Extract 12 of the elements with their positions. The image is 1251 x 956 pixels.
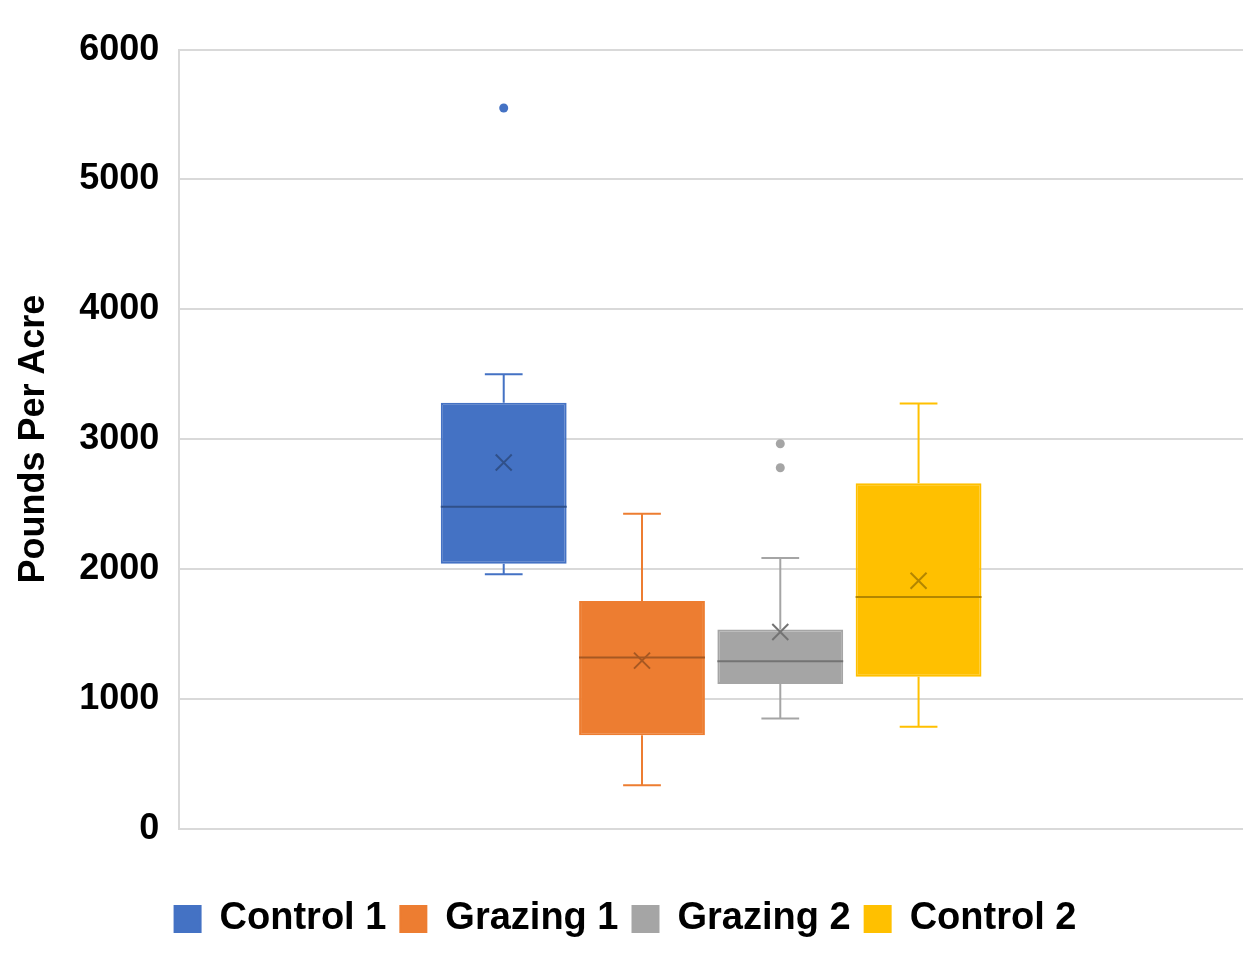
y-tick-label: 0 [139, 805, 160, 847]
y-tick-label: 6000 [79, 26, 160, 68]
y-tick-label: 4000 [79, 286, 160, 328]
y-tick-label: 3000 [79, 416, 160, 458]
y-tick-label: 1000 [79, 675, 160, 717]
y-tick-label: 5000 [79, 156, 160, 198]
legend-label: Grazing 1 [445, 895, 619, 938]
y-tick-label: 2000 [79, 545, 160, 587]
legend-label: Grazing 2 [677, 895, 851, 938]
legend-label: Control 1 [219, 895, 387, 938]
y-axis-title: Pounds Per Acre [10, 294, 52, 584]
legend-label: Control 2 [909, 895, 1077, 938]
